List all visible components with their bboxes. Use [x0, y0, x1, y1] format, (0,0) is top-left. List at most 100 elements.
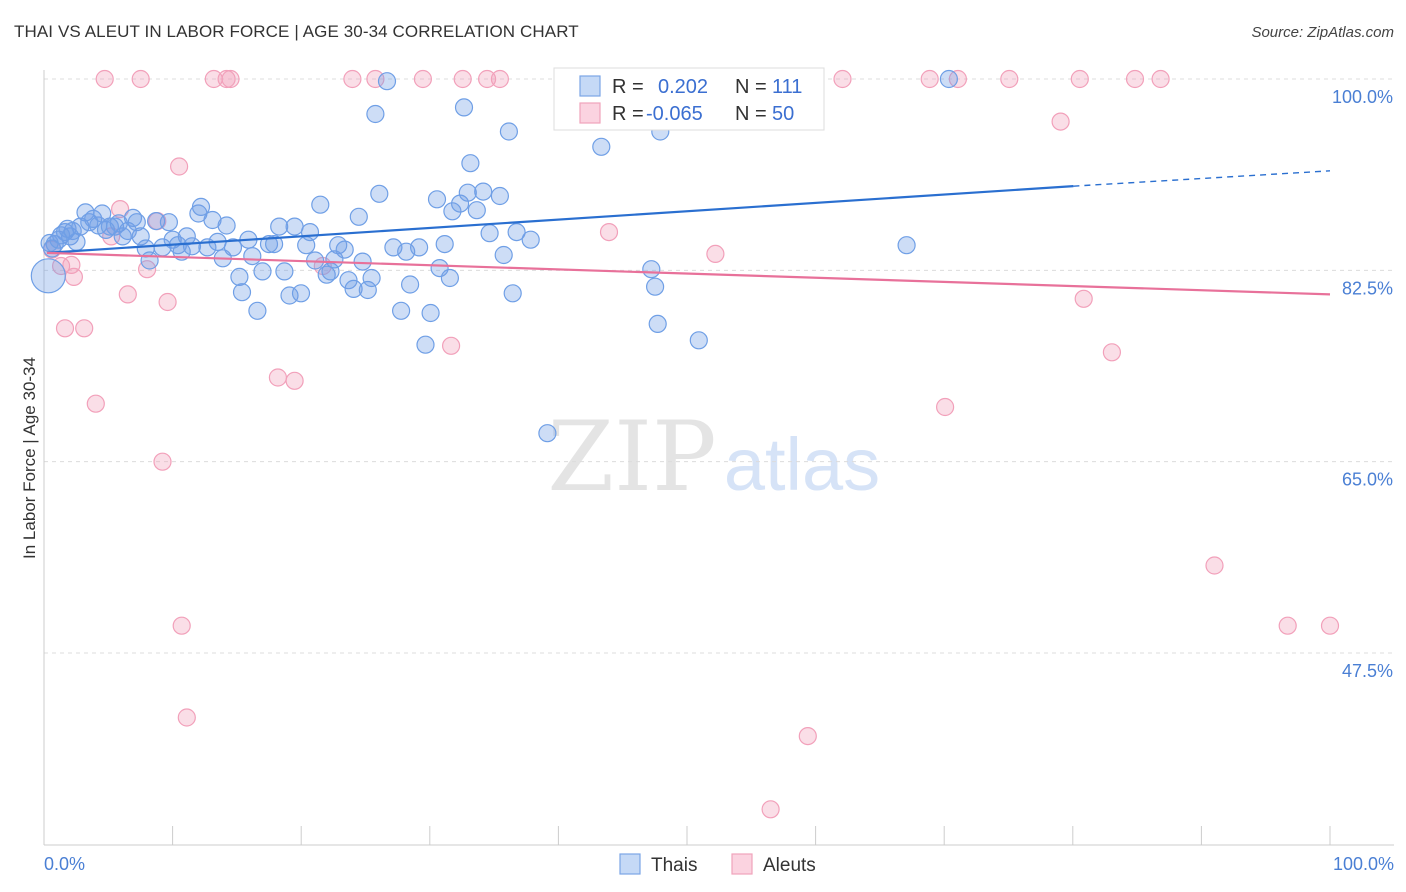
aleut-point	[75, 319, 94, 338]
thai-point	[147, 212, 166, 231]
aleut-point	[490, 69, 509, 89]
aleut-point	[1205, 556, 1224, 575]
grid-lines	[44, 78, 1394, 654]
aleut-point	[453, 69, 472, 89]
thai-point	[127, 213, 146, 232]
aleut-n-label: N =	[735, 103, 767, 125]
watermark-atlas: atlas	[724, 423, 880, 506]
thai-point	[401, 275, 420, 294]
thai-point	[358, 280, 377, 300]
thai-point	[217, 216, 236, 235]
thai-point	[230, 267, 249, 286]
aleut-point	[131, 69, 150, 89]
y-tick-labels: 100.0% 82.5% 65.0% 47.5%	[1332, 87, 1393, 681]
thai-n-label: N =	[735, 76, 767, 98]
thai-point	[248, 301, 267, 320]
thai-point	[159, 213, 178, 232]
source-note: Source: ZipAtlas.com	[1251, 24, 1394, 41]
thai-point	[443, 202, 462, 221]
aleut-point	[268, 368, 287, 387]
aleut-point	[285, 371, 304, 390]
thai-point	[311, 195, 330, 214]
aleut-point	[177, 708, 196, 727]
thai-point	[467, 201, 486, 220]
thai-r-label: R =	[612, 76, 644, 98]
thai-point	[349, 207, 368, 226]
aleut-point	[153, 452, 172, 471]
x-tick-label-max: 100.0%	[1333, 854, 1394, 874]
aleut-point	[761, 800, 780, 819]
thai-point	[461, 154, 480, 173]
thai-point	[435, 235, 454, 254]
aleut-point	[706, 244, 725, 263]
thai-point	[335, 240, 354, 259]
thai-point	[232, 283, 252, 302]
thais-legend-swatch	[619, 853, 641, 875]
thai-point	[275, 262, 294, 281]
thai-point	[897, 236, 916, 255]
x-tick-label-min: 0.0%	[44, 854, 85, 874]
thai-point	[503, 284, 522, 303]
aleut-point	[55, 319, 75, 338]
y-axis-label: In Labor Force | Age 30-34	[20, 357, 39, 559]
aleut-point	[935, 397, 955, 417]
thai-point	[362, 268, 381, 288]
thai-point	[223, 238, 243, 257]
aleut-trend-line	[46, 251, 1331, 296]
thai-point	[366, 104, 385, 124]
aleut-point	[170, 157, 189, 176]
thai-legend-swatch	[579, 75, 601, 97]
aleut-point	[833, 69, 852, 89]
thai-point	[67, 232, 86, 251]
thais-legend-label: Thais	[651, 855, 697, 876]
aleut-point	[1278, 616, 1297, 635]
axes	[43, 70, 1394, 846]
aleut-point	[920, 69, 939, 89]
aleut-point	[221, 69, 240, 89]
aleuts-legend-swatch	[731, 853, 753, 875]
thai-point	[243, 247, 262, 266]
y-tick-label: 82.5%	[1342, 278, 1393, 298]
aleut-point	[599, 223, 619, 242]
y-tick-label: 47.5%	[1342, 661, 1393, 681]
thai-point	[480, 224, 499, 243]
thai-point	[344, 279, 363, 298]
thai-point	[454, 98, 474, 117]
thai-point	[113, 227, 132, 246]
thai-point	[392, 301, 411, 320]
aleut-legend-swatch	[579, 102, 601, 124]
thai-point	[538, 424, 557, 443]
thai-point	[507, 223, 526, 242]
series-legend: Thais Aleuts	[619, 853, 816, 876]
thai-point	[939, 69, 959, 89]
aleut-r-label: R =	[612, 103, 644, 125]
aleut-point	[1070, 69, 1089, 89]
thai-point	[499, 122, 518, 141]
thai-point	[370, 184, 389, 203]
aleut-point	[110, 200, 130, 219]
thai-point	[521, 230, 540, 249]
thai-point	[265, 235, 284, 254]
thai-point	[416, 335, 435, 354]
thai-point	[280, 286, 299, 305]
thai-point	[474, 182, 493, 201]
thai-point	[285, 217, 304, 236]
thai-point	[191, 197, 211, 216]
chart-title: THAI VS ALEUT IN LABOR FORCE | AGE 30-34…	[14, 22, 579, 41]
thai-point	[642, 260, 661, 279]
thai-point	[421, 303, 440, 323]
watermark-zip: ZIP	[547, 401, 716, 513]
aleut-point	[798, 726, 817, 746]
thai-point	[140, 251, 159, 270]
aleut-point	[1102, 343, 1122, 362]
thai-point	[353, 252, 372, 271]
thai-point	[203, 210, 222, 230]
thai-point	[300, 223, 320, 242]
thai-point	[592, 137, 611, 156]
thai-trend-extension	[1073, 170, 1331, 187]
thai-n-value: 111	[772, 76, 802, 98]
thai-points	[30, 69, 959, 443]
thai-point	[339, 271, 358, 290]
aleut-r-value: -0.065	[646, 103, 703, 125]
thai-point	[494, 245, 513, 265]
